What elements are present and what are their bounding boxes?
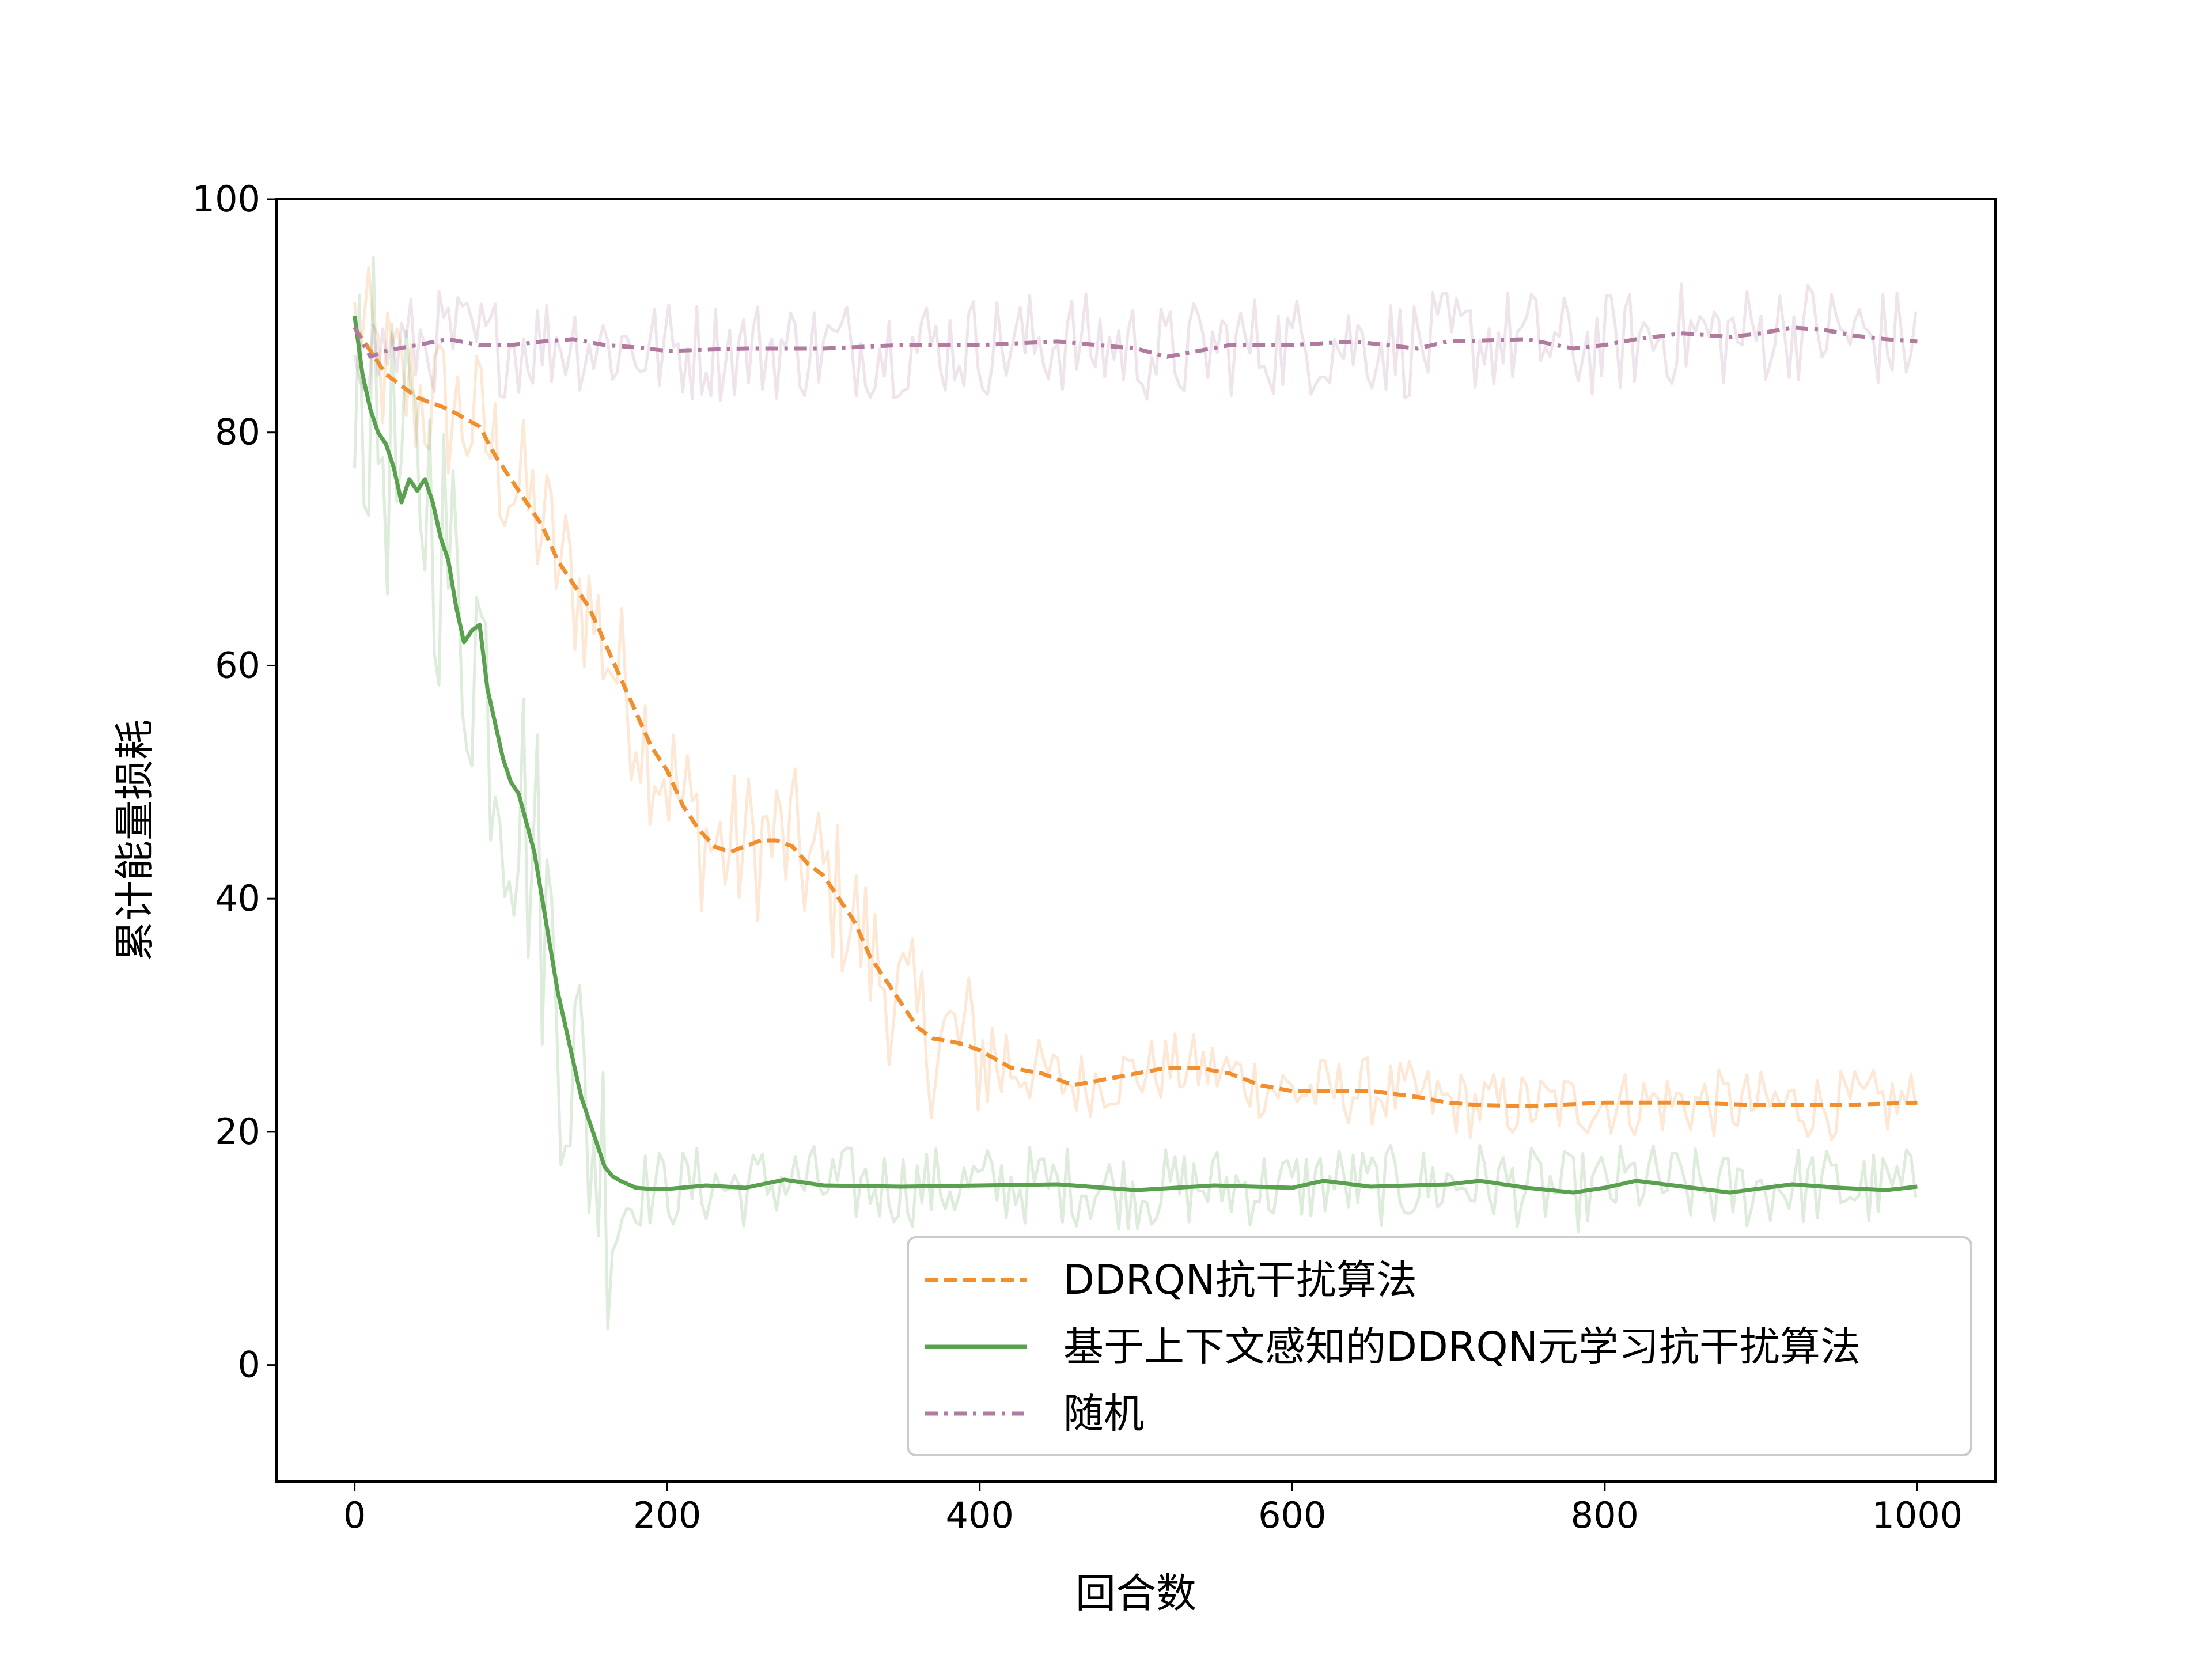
plot-frame [275,198,1997,1483]
y-tick-label: 40 [215,877,260,919]
legend: DDRQN抗干扰算法 基于上下文感知的DDRQN元学习抗干扰算法 随机 [907,1236,1972,1456]
x-tick-label: 200 [633,1494,701,1536]
raw-trace-1 [353,256,1918,1330]
x-tick-label: 1000 [1872,1494,1963,1536]
x-tick-label: 800 [1571,1494,1639,1536]
x-tick-label: 0 [343,1494,366,1536]
x-tick-label: 400 [946,1494,1014,1536]
x-tick-label: 600 [1258,1494,1326,1536]
y-tick-label: 80 [215,411,260,453]
series-line-1 [353,315,1918,1195]
legend-box [907,1236,1972,1456]
x-axis: 0 200 400 600 800 1000 [343,1482,1963,1536]
y-axis: 0 20 40 60 80 100 [192,178,276,1386]
series-layer [353,315,1918,1195]
y-tick-label: 20 [215,1111,260,1153]
legend-label-random: 随机 [1063,1390,1144,1437]
y-tick-label: 0 [238,1344,260,1386]
x-axis-label: 回合数 [1075,1570,1196,1617]
series-line-0 [353,326,1918,1108]
raw-trace-2 [353,282,1918,402]
y-tick-label: 60 [215,644,260,686]
y-axis-label: 累计能量损耗 [111,719,158,961]
legend-label-meta-ddrqn: 基于上下文感知的DDRQN元学习抗干扰算法 [1063,1323,1861,1370]
series-line-2 [353,325,1918,359]
legend-label-ddrqn: DDRQN抗干扰算法 [1063,1256,1417,1304]
y-tick-label: 100 [192,178,260,220]
